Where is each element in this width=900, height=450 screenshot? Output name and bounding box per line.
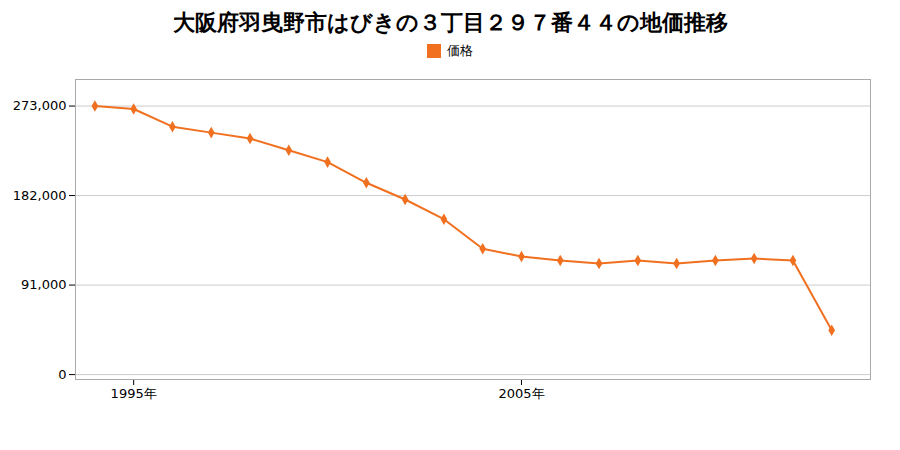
svg-text:182,000: 182,000 bbox=[13, 188, 67, 203]
svg-text:1995年: 1995年 bbox=[111, 386, 157, 401]
svg-text:91,000: 91,000 bbox=[21, 277, 67, 292]
svg-text:2005年: 2005年 bbox=[498, 386, 544, 401]
html-text:大阪府羽曳野市はびきの３丁目２９７番４４の地価推移: 大阪府羽曳野市はびきの３丁目２９７番４４の地価推移 bbox=[172, 10, 728, 35]
svg-text:0: 0 bbox=[58, 367, 66, 382]
html-text:価格: 価格 bbox=[447, 43, 473, 58]
svg-text:273,000: 273,000 bbox=[13, 98, 67, 113]
